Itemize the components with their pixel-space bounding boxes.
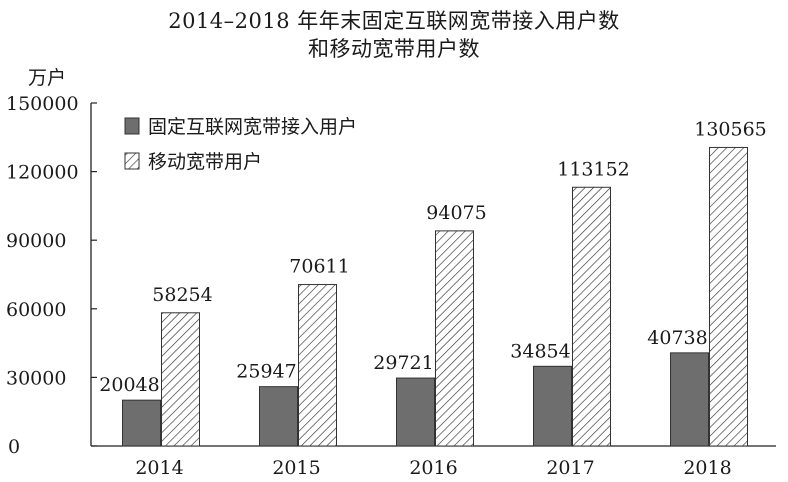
chart-subtitle: 和移动宽带用户数 (308, 37, 480, 61)
data-label: 94075 (426, 202, 486, 224)
bar-mobile-broadband (298, 284, 337, 447)
x-tick-label: 2014 (135, 457, 183, 479)
bar-mobile-broadband (709, 146, 748, 447)
bar-mobile-broadband (435, 230, 474, 447)
data-label: 20048 (99, 374, 159, 396)
axes-layer: 150000 120000 90000 60000 30000 0 2014 2015 2016… (6, 93, 776, 479)
y-tick-label: 150000 (6, 93, 79, 115)
x-tick-label: 2016 (409, 457, 457, 479)
data-label: 40738 (647, 327, 707, 349)
y-tick-label: 60000 (6, 299, 66, 321)
data-label: 58254 (152, 284, 212, 306)
y-tick-label: 30000 (6, 367, 66, 389)
y-axis-unit-label: 万户 (28, 67, 67, 89)
bar-fixed-broadband (533, 365, 572, 447)
legend-swatch-mobile-broadband (124, 152, 140, 170)
bar-fixed-broadband (259, 386, 298, 447)
x-tick-label: 2015 (272, 457, 320, 479)
data-label: 113152 (557, 158, 630, 180)
y-tick-label: 120000 (6, 162, 79, 184)
bar-fixed-broadband (670, 352, 709, 447)
bar-mobile-broadband (161, 312, 200, 447)
x-tick-label: 2018 (683, 457, 731, 479)
data-label: 29721 (373, 352, 433, 374)
legend-label-mobile-broadband: 移动宽带用户 (148, 151, 262, 173)
y-tick-label: 90000 (6, 230, 66, 252)
legend-label-fixed-broadband: 固定互联网宽带接入用户 (148, 116, 357, 138)
data-label: 130565 (694, 118, 767, 140)
data-label: 70611 (289, 256, 349, 278)
data-labels-layer: 20048 58254 25947 70611 29721 94075 34854 11315… (99, 118, 766, 396)
bar-mobile-broadband (572, 186, 611, 447)
bar-fixed-broadband (396, 377, 435, 447)
chart-title: 2014–2018 年年末固定互联网宽带接入用户数 (168, 9, 620, 33)
data-label: 25947 (236, 361, 296, 383)
y-tick-label: 0 (8, 436, 20, 458)
legend-swatch-fixed-broadband (124, 117, 140, 135)
x-tick-label: 2017 (546, 457, 594, 479)
bars-layer (122, 146, 748, 447)
data-label: 34854 (510, 340, 570, 362)
bar-fixed-broadband (122, 399, 161, 447)
